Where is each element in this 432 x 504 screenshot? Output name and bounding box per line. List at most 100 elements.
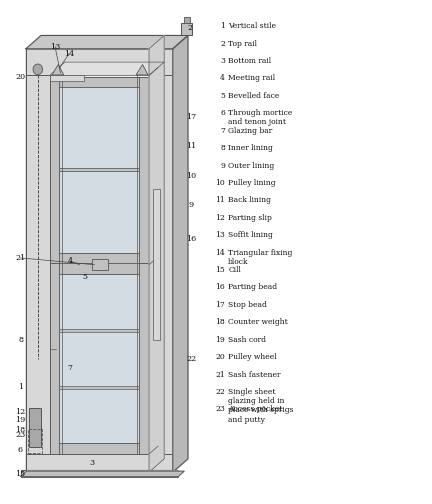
Text: 21: 21 [215, 370, 225, 379]
Bar [29, 408, 41, 447]
Text: 11: 11 [215, 197, 225, 204]
Text: Vertical stile: Vertical stile [228, 22, 276, 30]
Text: 13: 13 [50, 43, 60, 51]
Text: 19: 19 [215, 336, 225, 344]
Text: 12: 12 [215, 214, 225, 222]
Polygon shape [136, 65, 148, 75]
Circle shape [33, 64, 42, 75]
Bar [60, 386, 139, 389]
Bar [60, 86, 139, 168]
Bar [181, 23, 192, 35]
Bar [50, 75, 84, 82]
Text: Access pocket: Access pocket [228, 405, 283, 413]
Bar [60, 329, 139, 332]
Text: 13: 13 [215, 231, 225, 239]
Text: Back lining: Back lining [228, 197, 271, 204]
Text: Outer lining: Outer lining [228, 161, 274, 169]
Text: 17: 17 [215, 301, 225, 309]
Text: Meeting rail: Meeting rail [228, 75, 275, 83]
Text: 3: 3 [89, 459, 95, 467]
Bar [26, 49, 173, 472]
Bar [60, 171, 139, 253]
Bar [50, 77, 149, 88]
Text: Pulley lining: Pulley lining [228, 179, 276, 187]
Text: 12: 12 [16, 408, 25, 416]
Text: 21: 21 [16, 254, 25, 262]
Text: 7: 7 [67, 364, 73, 372]
Text: Counter weight: Counter weight [228, 319, 288, 326]
Text: 5: 5 [82, 273, 87, 281]
Bar [26, 49, 173, 76]
Text: 1: 1 [18, 384, 23, 391]
Polygon shape [173, 35, 188, 472]
Bar [26, 454, 173, 472]
Text: 8: 8 [220, 144, 225, 152]
Bar [50, 77, 149, 265]
Bar [149, 49, 173, 472]
Bar [139, 264, 149, 454]
Text: Pulley wheel: Pulley wheel [228, 353, 277, 361]
Text: 5: 5 [220, 92, 225, 100]
Text: 4: 4 [67, 257, 73, 265]
Text: 7: 7 [220, 127, 225, 135]
Text: 10: 10 [186, 172, 196, 180]
Text: 9: 9 [189, 202, 194, 210]
Text: glazing held in: glazing held in [228, 397, 285, 405]
Text: 8: 8 [18, 336, 23, 344]
Text: Single sheet: Single sheet [228, 388, 276, 396]
Text: 23: 23 [215, 405, 225, 413]
Text: 6: 6 [18, 446, 23, 454]
Bar [139, 77, 149, 265]
Text: Soffit lining: Soffit lining [228, 231, 273, 239]
Text: 16: 16 [186, 235, 196, 243]
Text: Through mortice: Through mortice [228, 109, 292, 117]
Text: 20: 20 [215, 353, 225, 361]
Text: 18: 18 [16, 426, 25, 434]
Text: 4: 4 [220, 75, 225, 83]
Text: 15: 15 [16, 470, 25, 478]
Text: 15: 15 [215, 266, 225, 274]
Text: 3: 3 [220, 57, 225, 65]
Bar [26, 49, 50, 472]
Bar [50, 264, 149, 274]
Text: Sash fastener: Sash fastener [228, 370, 281, 379]
Text: Inner lining: Inner lining [228, 144, 273, 152]
Text: Parting slip: Parting slip [228, 214, 272, 222]
Text: Triangular fixing: Triangular fixing [228, 248, 292, 257]
Text: 6: 6 [220, 109, 225, 117]
Text: block: block [228, 258, 249, 266]
Text: 14: 14 [64, 49, 74, 57]
Text: 9: 9 [220, 161, 225, 169]
Bar [50, 264, 60, 454]
Bar [60, 389, 139, 443]
Polygon shape [52, 65, 64, 75]
Text: 22: 22 [186, 355, 196, 363]
Text: Stop bead: Stop bead [228, 301, 267, 309]
Text: 23: 23 [16, 430, 25, 438]
Bar [28, 428, 42, 453]
Text: 11: 11 [186, 142, 196, 150]
Polygon shape [50, 62, 164, 76]
Bar [60, 168, 139, 171]
Bar [50, 264, 149, 454]
Bar [153, 189, 160, 340]
Bar [50, 253, 149, 265]
Bar [60, 274, 139, 329]
Text: Top rail: Top rail [228, 40, 257, 47]
Text: 2: 2 [220, 40, 225, 47]
Text: place with sprigs: place with sprigs [228, 406, 294, 414]
Text: Bottom rail: Bottom rail [228, 57, 271, 65]
Text: and tenon joint: and tenon joint [228, 118, 286, 127]
Text: 2: 2 [187, 24, 193, 32]
Text: 10: 10 [215, 179, 225, 187]
Bar [92, 260, 108, 270]
Text: 22: 22 [215, 388, 225, 396]
Text: 18: 18 [215, 319, 225, 326]
Bar [50, 77, 60, 265]
Text: 16: 16 [215, 283, 225, 291]
Text: Cill: Cill [228, 266, 241, 274]
Text: 1: 1 [220, 22, 225, 30]
Text: Glazing bar: Glazing bar [228, 127, 273, 135]
Text: 19: 19 [16, 416, 25, 424]
Polygon shape [149, 35, 164, 472]
